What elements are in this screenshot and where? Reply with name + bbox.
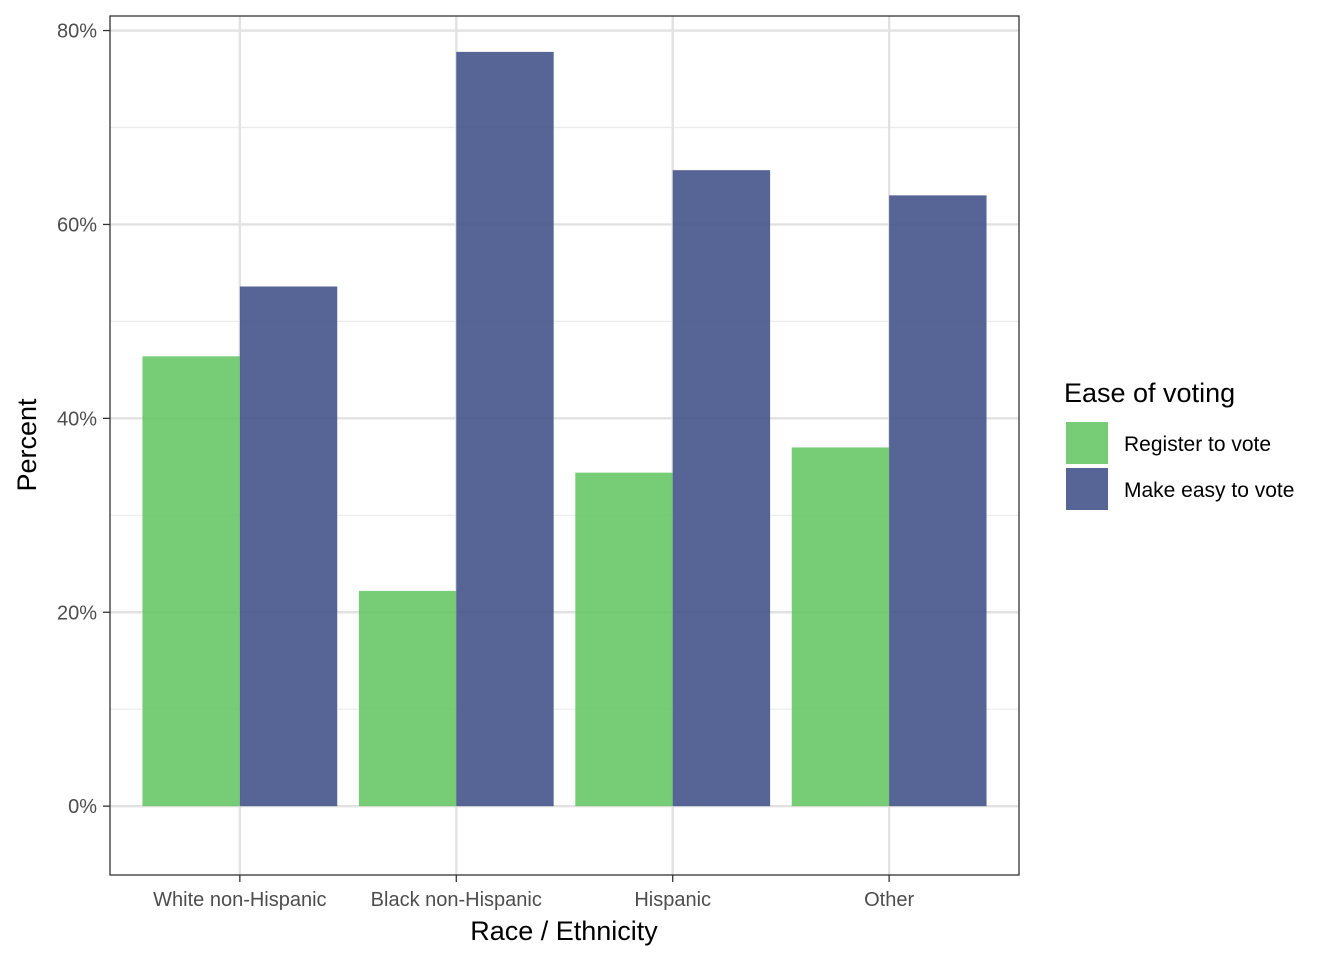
legend-label-register: Register to vote xyxy=(1124,433,1271,456)
bar-register-to-vote-black-non-hispanic xyxy=(358,590,457,807)
bar-register-to-vote-hispanic xyxy=(575,472,673,807)
bars xyxy=(142,51,987,807)
y-tick-label: 20% xyxy=(57,602,97,624)
y-tick-label: 0% xyxy=(68,796,97,818)
legend-key-make-easy xyxy=(1066,468,1108,510)
x-tick-label: Other xyxy=(864,889,914,911)
x-tick-label: White non-Hispanic xyxy=(153,889,326,911)
bar-make-easy-to-vote-black-non-hispanic xyxy=(456,51,554,807)
legend-title: Ease of voting xyxy=(1064,378,1235,408)
legend-label-make-easy: Make easy to vote xyxy=(1124,479,1294,502)
x-tick-label: Black non-Hispanic xyxy=(371,889,542,911)
legend-key-register xyxy=(1066,422,1108,464)
x-tick-label: Hispanic xyxy=(634,889,711,911)
y-tick-label: 40% xyxy=(57,408,97,430)
bar-make-easy-to-vote-white-non-hispanic xyxy=(239,286,338,807)
y-axis-title: Percent xyxy=(12,398,42,492)
x-axis-title: Race / Ethnicity xyxy=(470,916,658,946)
x-axis: White non-Hispanic Black non-Hispanic Hisp… xyxy=(153,875,914,911)
bar-register-to-vote-white-non-hispanic xyxy=(142,356,240,807)
panel-border xyxy=(109,15,1020,876)
y-axis: 0% 20% 40% 60% 80% xyxy=(57,21,110,818)
bar-make-easy-to-vote-hispanic xyxy=(672,170,771,807)
y-tick-label: 80% xyxy=(57,21,97,43)
bar-register-to-vote-other xyxy=(791,447,890,807)
legend: Ease of voting Register to vote Make eas… xyxy=(1064,378,1294,510)
y-tick-label: 60% xyxy=(57,214,97,236)
bar-make-easy-to-vote-other xyxy=(889,195,987,807)
